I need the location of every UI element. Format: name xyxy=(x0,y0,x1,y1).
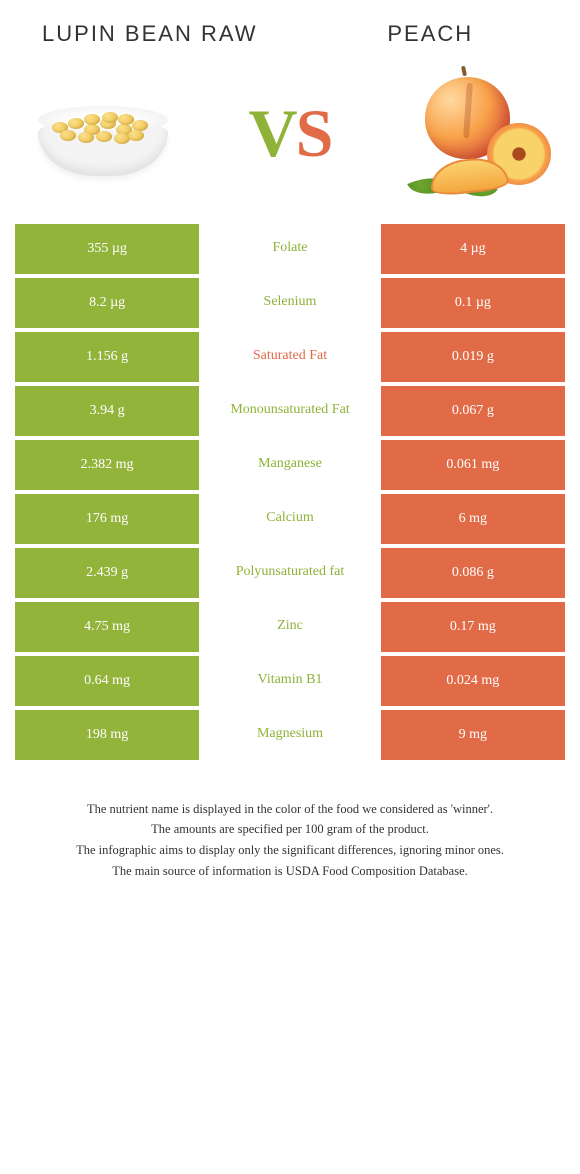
table-row: 176 mgCalcium6 mg xyxy=(15,494,565,544)
lupin-bean-image xyxy=(25,74,180,194)
table-row: 3.94 gMonounsaturated Fat0.067 g xyxy=(15,386,565,436)
nutrient-name: Polyunsaturated fat xyxy=(199,548,381,598)
footer-line-3: The infographic aims to display only the… xyxy=(35,841,545,860)
nutrient-name: Manganese xyxy=(199,440,381,490)
footer-notes: The nutrient name is displayed in the co… xyxy=(15,800,565,881)
hero-row: VS xyxy=(15,74,565,194)
table-row: 4.75 mgZinc0.17 mg xyxy=(15,602,565,652)
nutrient-name: Folate xyxy=(199,224,381,274)
header: LUPIN BEAN RAW PEACH xyxy=(15,20,565,49)
nutrient-name: Monounsaturated Fat xyxy=(199,386,381,436)
right-value: 0.024 mg xyxy=(381,656,565,706)
right-value: 0.061 mg xyxy=(381,440,565,490)
footer-line-4: The main source of information is USDA F… xyxy=(35,862,545,881)
table-row: 0.64 mgVitamin B10.024 mg xyxy=(15,656,565,706)
footer-line-1: The nutrient name is displayed in the co… xyxy=(35,800,545,819)
peach-image xyxy=(400,74,555,194)
vs-s: S xyxy=(296,95,332,171)
right-value: 0.17 mg xyxy=(381,602,565,652)
left-value: 2.382 mg xyxy=(15,440,199,490)
right-value: 0.086 g xyxy=(381,548,565,598)
nutrient-name: Saturated Fat xyxy=(199,332,381,382)
title-left: LUPIN BEAN RAW xyxy=(35,20,265,49)
left-value: 3.94 g xyxy=(15,386,199,436)
nutrient-name: Vitamin B1 xyxy=(199,656,381,706)
nutrient-name: Calcium xyxy=(199,494,381,544)
footer-line-2: The amounts are specified per 100 gram o… xyxy=(35,820,545,839)
left-value: 1.156 g xyxy=(15,332,199,382)
table-row: 198 mgMagnesium9 mg xyxy=(15,710,565,760)
comparison-table: 355 µgFolate4 µg8.2 µgSelenium0.1 µg1.15… xyxy=(15,224,565,760)
table-row: 2.439 gPolyunsaturated fat0.086 g xyxy=(15,548,565,598)
right-value: 0.067 g xyxy=(381,386,565,436)
left-value: 355 µg xyxy=(15,224,199,274)
nutrient-name: Zinc xyxy=(199,602,381,652)
table-row: 355 µgFolate4 µg xyxy=(15,224,565,274)
nutrient-name: Selenium xyxy=(199,278,381,328)
left-value: 4.75 mg xyxy=(15,602,199,652)
table-row: 2.382 mgManganese0.061 mg xyxy=(15,440,565,490)
table-row: 8.2 µgSelenium0.1 µg xyxy=(15,278,565,328)
left-value: 176 mg xyxy=(15,494,199,544)
nutrient-name: Magnesium xyxy=(199,710,381,760)
left-value: 0.64 mg xyxy=(15,656,199,706)
vs-v: V xyxy=(249,95,296,171)
infographic-container: LUPIN BEAN RAW PEACH xyxy=(0,0,580,913)
right-value: 0.019 g xyxy=(381,332,565,382)
table-row: 1.156 gSaturated Fat0.019 g xyxy=(15,332,565,382)
vs-label: VS xyxy=(249,94,332,173)
right-value: 4 µg xyxy=(381,224,565,274)
right-value: 9 mg xyxy=(381,710,565,760)
title-right: PEACH xyxy=(316,20,546,49)
left-value: 2.439 g xyxy=(15,548,199,598)
left-value: 8.2 µg xyxy=(15,278,199,328)
right-value: 6 mg xyxy=(381,494,565,544)
left-value: 198 mg xyxy=(15,710,199,760)
right-value: 0.1 µg xyxy=(381,278,565,328)
